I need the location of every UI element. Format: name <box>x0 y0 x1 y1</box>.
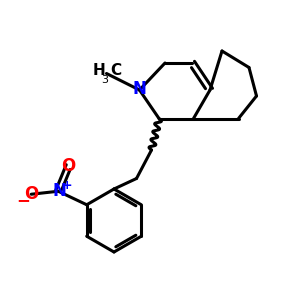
Text: N: N <box>53 182 67 200</box>
Text: +: + <box>61 179 72 192</box>
Text: N: N <box>133 80 146 98</box>
Text: −: − <box>16 191 30 209</box>
Text: 3: 3 <box>101 75 109 85</box>
Text: O: O <box>61 157 76 175</box>
Text: H: H <box>92 63 105 78</box>
Text: O: O <box>24 185 38 203</box>
Text: C: C <box>110 63 121 78</box>
